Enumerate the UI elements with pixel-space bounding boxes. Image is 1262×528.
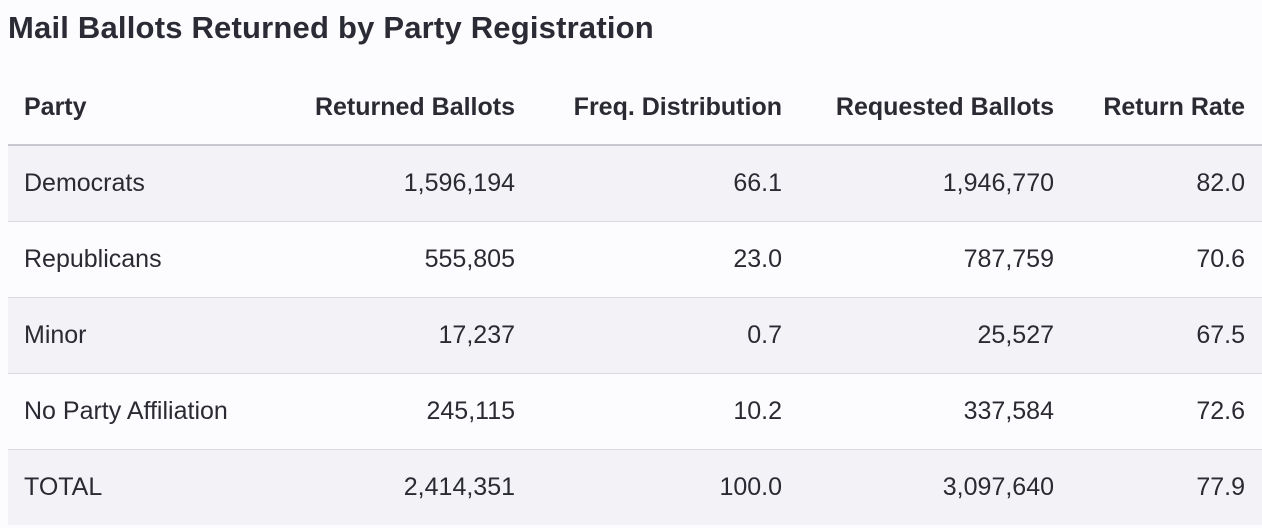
column-header: Freq. Distribution (515, 70, 782, 146)
party-cell: No Party Affiliation (8, 373, 265, 450)
party-cell: Minor (8, 297, 265, 374)
table-header: Party Returned Ballots Freq. Distribution R… (8, 70, 1262, 146)
value-cell: 67.5 (1054, 297, 1262, 374)
value-cell: 23.0 (515, 221, 782, 298)
value-cell: 10.2 (515, 373, 782, 450)
header-row: Party Returned Ballots Freq. Distribution R… (8, 70, 1262, 146)
table-row: Republicans 555,805 23.0 787,759 70.6 (8, 221, 1262, 298)
column-header: Party (8, 70, 265, 146)
value-cell: 66.1 (515, 145, 782, 222)
column-header: Returned Ballots (265, 70, 515, 146)
value-cell: 245,115 (265, 373, 515, 450)
party-cell: TOTAL (8, 449, 265, 525)
party-cell: Republicans (8, 221, 265, 298)
value-cell: 1,596,194 (265, 145, 515, 222)
value-cell: 25,527 (782, 297, 1054, 374)
table-row: Minor 17,237 0.7 25,527 67.5 (8, 297, 1262, 374)
value-cell: 77.9 (1054, 449, 1262, 525)
table-row: Democrats 1,596,194 66.1 1,946,770 82.0 (8, 145, 1262, 222)
party-cell: Democrats (8, 145, 265, 222)
value-cell: 555,805 (265, 221, 515, 298)
column-header: Return Rate (1054, 70, 1262, 146)
table-body: Democrats 1,596,194 66.1 1,946,770 82.0 Repub… (8, 145, 1262, 525)
value-cell: 1,946,770 (782, 145, 1054, 222)
value-cell: 0.7 (515, 297, 782, 374)
value-cell: 3,097,640 (782, 449, 1054, 525)
value-cell: 337,584 (782, 373, 1054, 450)
value-cell: 787,759 (782, 221, 1054, 298)
value-cell: 100.0 (515, 449, 782, 525)
value-cell: 17,237 (265, 297, 515, 374)
ballot-table: Party Returned Ballots Freq. Distribution R… (8, 70, 1262, 525)
value-cell: 70.6 (1054, 221, 1262, 298)
table-row: No Party Affiliation 245,115 10.2 337,584 72… (8, 373, 1262, 450)
table-row: TOTAL 2,414,351 100.0 3,097,640 77.9 (8, 449, 1262, 525)
value-cell: 72.6 (1054, 373, 1262, 450)
value-cell: 2,414,351 (265, 449, 515, 525)
value-cell: 82.0 (1054, 145, 1262, 222)
column-header: Requested Ballots (782, 70, 1054, 146)
title: Mail Ballots Returned by Party Registrat… (8, 10, 654, 45)
